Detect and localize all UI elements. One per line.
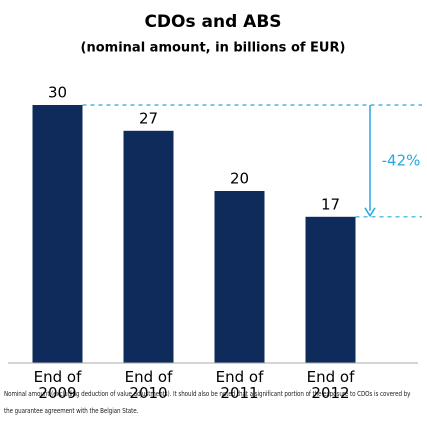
value-label: 27 [139, 109, 158, 127]
x-tick-label: End of 2012 [306, 368, 355, 402]
bar [305, 216, 356, 363]
x-tick-label: End of 2011 [215, 368, 264, 402]
value-label: 17 [321, 195, 340, 213]
value-label: 30 [48, 84, 67, 102]
bar [123, 130, 174, 363]
x-tick-label: End of 2009 [33, 368, 82, 402]
x-tick-label: End of 2010 [124, 368, 173, 402]
bar [32, 105, 83, 363]
arrow-head [364, 207, 376, 218]
annotation: -42% [382, 151, 421, 169]
value-label: 20 [230, 170, 249, 188]
bar [214, 191, 265, 363]
footnote: Nominal amount (excluding deduction of v… [4, 390, 411, 415]
chart-title: CDOs and ABS [144, 12, 281, 32]
chart-subtitle: (nominal amount, in billions of EUR) [81, 41, 346, 56]
